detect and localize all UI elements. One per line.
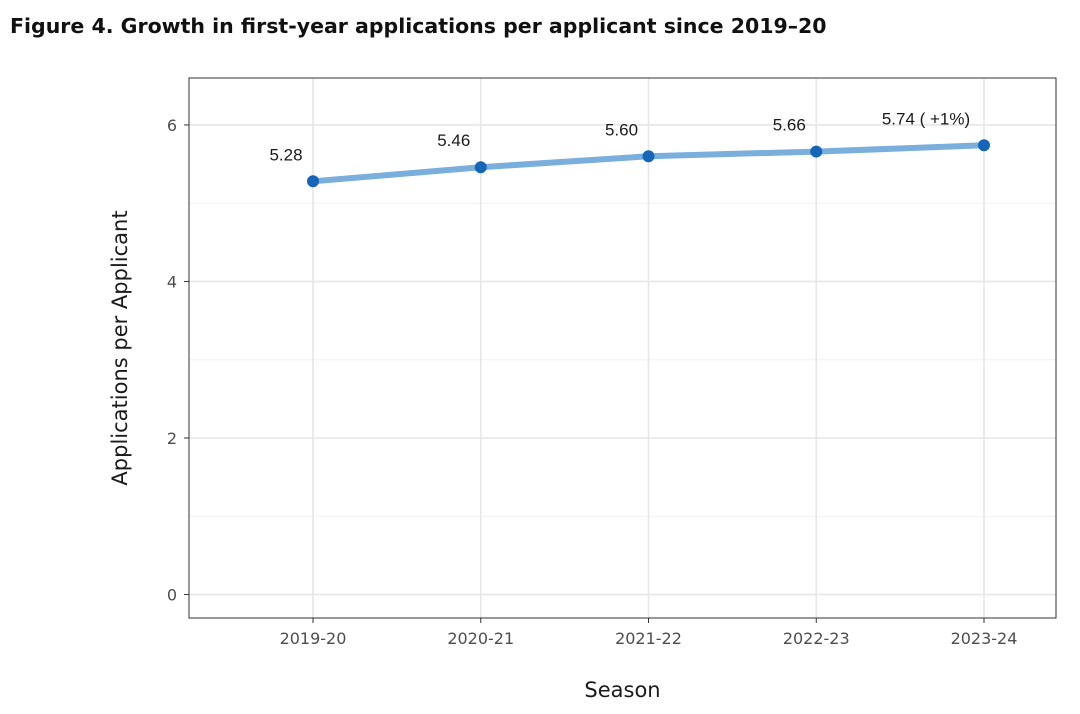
data-label: 5.60 <box>605 120 638 139</box>
x-axis-title: Season <box>584 678 660 702</box>
data-point <box>978 139 990 152</box>
figure-title: Figure 4. Growth in first-year applicati… <box>10 14 827 38</box>
data-label-layer: 5.28 5.46 5.60 5.66 5.74 ( +1%) <box>269 109 970 164</box>
data-point <box>307 175 319 188</box>
x-tick-label: 2022-23 <box>783 629 850 648</box>
y-tick-label: 4 <box>167 272 177 291</box>
data-label: 5.66 <box>773 116 806 135</box>
y-tick-label: 0 <box>167 586 177 605</box>
y-axis-title: Applications per Applicant <box>108 210 132 485</box>
x-tick-label: 2023-24 <box>951 629 1018 648</box>
data-label: 5.46 <box>437 131 470 150</box>
x-tick-label: 2021-22 <box>615 629 682 648</box>
data-point <box>474 161 487 174</box>
x-axis: 2019-20 2020-21 2021-22 2022-23 2023-24 <box>280 618 1018 648</box>
y-axis: 0 2 4 6 <box>167 116 189 605</box>
x-tick-label: 2020-21 <box>447 629 514 648</box>
series-layer <box>307 139 990 188</box>
data-label: 5.28 <box>269 145 302 164</box>
plot-panel-border <box>188 77 1057 619</box>
y-tick-label: 2 <box>167 429 177 448</box>
x-tick-label: 2019-20 <box>280 629 347 648</box>
data-point <box>642 150 655 163</box>
data-point <box>810 145 823 158</box>
y-tick-label: 6 <box>167 116 177 135</box>
data-label: 5.74 ( +1%) <box>882 109 970 128</box>
